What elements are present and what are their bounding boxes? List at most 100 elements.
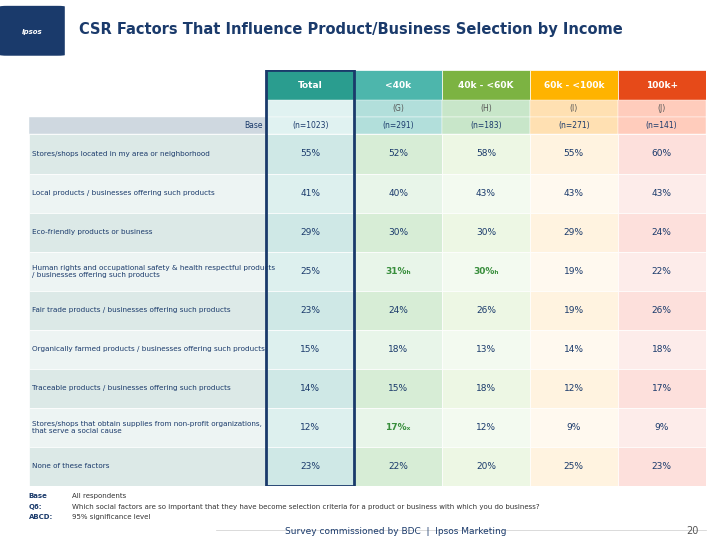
- Text: 55%: 55%: [564, 150, 584, 159]
- Text: Traceable products / businesses offering such products: Traceable products / businesses offering…: [32, 386, 231, 392]
- FancyBboxPatch shape: [354, 70, 442, 100]
- FancyBboxPatch shape: [442, 117, 530, 134]
- FancyBboxPatch shape: [266, 117, 354, 134]
- FancyBboxPatch shape: [266, 291, 354, 330]
- Text: 55%: 55%: [300, 150, 320, 159]
- FancyBboxPatch shape: [618, 447, 706, 486]
- FancyBboxPatch shape: [530, 447, 618, 486]
- Text: Stores/shops that obtain supplies from non-profit organizations,
that serve a so: Stores/shops that obtain supplies from n…: [32, 421, 262, 434]
- Text: 22%: 22%: [388, 462, 408, 471]
- FancyBboxPatch shape: [618, 100, 706, 117]
- Text: Which social factors are so important that they have become selection criteria f: Which social factors are so important th…: [72, 504, 539, 510]
- Text: 23%: 23%: [300, 462, 320, 471]
- Text: CSR Factors That Influence Product/Business Selection by Income: CSR Factors That Influence Product/Busin…: [79, 22, 623, 37]
- FancyBboxPatch shape: [530, 117, 618, 134]
- Text: 26%: 26%: [476, 306, 496, 315]
- FancyBboxPatch shape: [442, 134, 530, 173]
- FancyBboxPatch shape: [530, 100, 618, 117]
- Text: 30%ₕ: 30%ₕ: [473, 267, 499, 275]
- Text: Local products / businesses offering such products: Local products / businesses offering suc…: [32, 190, 215, 196]
- Text: 12%: 12%: [300, 423, 320, 432]
- FancyBboxPatch shape: [266, 213, 354, 252]
- Text: 29%: 29%: [564, 228, 584, 237]
- Text: 52%: 52%: [388, 150, 408, 159]
- FancyBboxPatch shape: [266, 134, 354, 173]
- Text: 9%: 9%: [654, 423, 669, 432]
- Text: 20: 20: [686, 525, 698, 536]
- FancyBboxPatch shape: [29, 117, 266, 134]
- FancyBboxPatch shape: [442, 70, 530, 100]
- Text: Base: Base: [245, 122, 263, 130]
- FancyBboxPatch shape: [354, 369, 442, 408]
- Text: 15%: 15%: [388, 384, 408, 393]
- FancyBboxPatch shape: [530, 134, 618, 173]
- FancyBboxPatch shape: [29, 291, 266, 330]
- FancyBboxPatch shape: [29, 134, 266, 173]
- Bar: [266, 70, 354, 486]
- FancyBboxPatch shape: [442, 100, 530, 117]
- FancyBboxPatch shape: [266, 173, 354, 213]
- Text: 60%: 60%: [652, 150, 672, 159]
- Text: Fair trade products / businesses offering such products: Fair trade products / businesses offerin…: [32, 307, 231, 313]
- Text: Q6:: Q6:: [29, 504, 42, 510]
- Text: (G): (G): [392, 104, 404, 113]
- Text: None of these factors: None of these factors: [32, 463, 109, 469]
- FancyBboxPatch shape: [354, 291, 442, 330]
- Text: (H): (H): [480, 104, 492, 113]
- FancyBboxPatch shape: [354, 173, 442, 213]
- FancyBboxPatch shape: [29, 173, 266, 213]
- Text: 17%: 17%: [652, 384, 672, 393]
- Text: 43%: 43%: [476, 188, 496, 198]
- Text: 12%: 12%: [476, 423, 496, 432]
- Text: 19%: 19%: [564, 306, 584, 315]
- FancyBboxPatch shape: [530, 213, 618, 252]
- Text: 25%: 25%: [564, 462, 584, 471]
- Text: 60k - <100k: 60k - <100k: [544, 80, 604, 90]
- Text: 23%: 23%: [652, 462, 672, 471]
- FancyBboxPatch shape: [354, 213, 442, 252]
- Text: 40k - <60K: 40k - <60K: [458, 80, 514, 90]
- Text: 18%: 18%: [388, 345, 408, 354]
- Text: 43%: 43%: [652, 188, 672, 198]
- Text: 15%: 15%: [300, 345, 320, 354]
- FancyBboxPatch shape: [618, 134, 706, 173]
- Text: 13%: 13%: [476, 345, 496, 354]
- FancyBboxPatch shape: [442, 291, 530, 330]
- Text: Eco-friendly products or business: Eco-friendly products or business: [32, 229, 153, 235]
- FancyBboxPatch shape: [29, 408, 266, 447]
- Text: 18%: 18%: [476, 384, 496, 393]
- Text: <40k: <40k: [385, 80, 411, 90]
- FancyBboxPatch shape: [266, 369, 354, 408]
- FancyBboxPatch shape: [530, 173, 618, 213]
- Text: 24%: 24%: [652, 228, 672, 237]
- FancyBboxPatch shape: [266, 447, 354, 486]
- Text: 40%: 40%: [388, 188, 408, 198]
- Text: 30%: 30%: [476, 228, 496, 237]
- Text: Organically farmed products / businesses offering such products: Organically farmed products / businesses…: [32, 346, 265, 352]
- Text: 43%: 43%: [564, 188, 584, 198]
- FancyBboxPatch shape: [29, 369, 266, 408]
- FancyBboxPatch shape: [354, 330, 442, 369]
- Text: (n=141): (n=141): [646, 122, 678, 130]
- Text: 100k+: 100k+: [646, 80, 678, 90]
- FancyBboxPatch shape: [29, 330, 266, 369]
- Text: Stores/shops located in my area or neighborhood: Stores/shops located in my area or neigh…: [32, 151, 210, 157]
- Text: Ipsos: Ipsos: [22, 29, 42, 36]
- Text: 12%: 12%: [564, 384, 584, 393]
- Text: 95% significance level: 95% significance level: [72, 515, 150, 521]
- FancyBboxPatch shape: [530, 408, 618, 447]
- Text: (n=1023): (n=1023): [292, 122, 328, 130]
- Text: 23%: 23%: [300, 306, 320, 315]
- Text: 22%: 22%: [652, 267, 672, 275]
- Text: 58%: 58%: [476, 150, 496, 159]
- FancyBboxPatch shape: [530, 330, 618, 369]
- FancyBboxPatch shape: [618, 70, 706, 100]
- FancyBboxPatch shape: [29, 213, 266, 252]
- Text: 17%ₓ: 17%ₓ: [385, 423, 411, 432]
- Text: 26%: 26%: [652, 306, 672, 315]
- FancyBboxPatch shape: [618, 330, 706, 369]
- FancyBboxPatch shape: [618, 213, 706, 252]
- FancyBboxPatch shape: [354, 134, 442, 173]
- FancyBboxPatch shape: [618, 252, 706, 291]
- Text: 30%: 30%: [388, 228, 408, 237]
